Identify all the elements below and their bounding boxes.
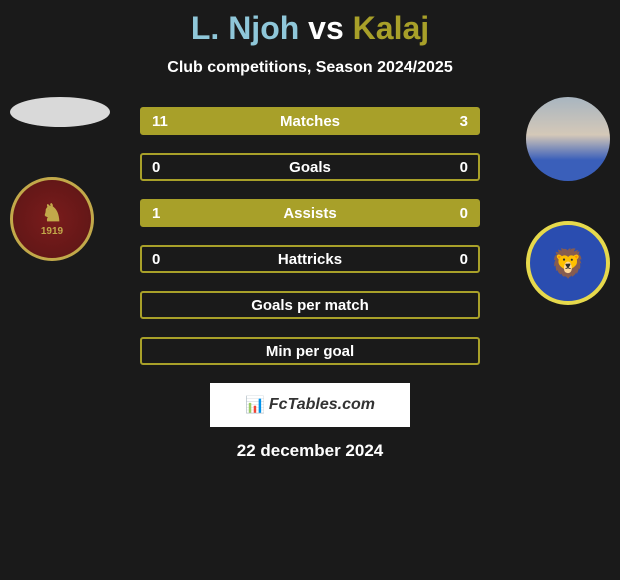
stat-right-value: 0 <box>460 159 468 176</box>
stat-left-value: 0 <box>152 251 160 268</box>
stat-row: Min per goal <box>140 337 480 365</box>
bar-fill-left <box>142 109 404 133</box>
chart-icon: 📊 <box>245 395 265 415</box>
player2-avatar <box>526 97 610 181</box>
player2-club-badge: 🦁 <box>526 221 610 305</box>
date: 22 december 2024 <box>0 441 620 461</box>
stat-label: Goals <box>289 159 331 176</box>
stat-label: Assists <box>283 205 336 222</box>
stat-left-value: 11 <box>152 113 168 130</box>
stat-row: 11 Matches 3 <box>140 107 480 135</box>
title-player2: Kalaj <box>353 10 429 46</box>
right-avatars: 🦁 <box>526 97 610 305</box>
page-title: L. Njoh vs Kalaj <box>0 10 620 47</box>
stats-area: ♞ 1919 🦁 11 Matches 3 0 Goals 0 1 Assists 0 0 Hatt… <box>0 107 620 365</box>
player1-club-badge: ♞ 1919 <box>10 177 94 261</box>
stat-row: 0 Hattricks 0 <box>140 245 480 273</box>
title-vs: vs <box>308 10 344 46</box>
stat-row: 0 Goals 0 <box>140 153 480 181</box>
lion-icon: 🦁 <box>551 247 586 280</box>
player1-avatar-placeholder <box>10 97 110 127</box>
subtitle: Club competitions, Season 2024/2025 <box>0 59 620 77</box>
stat-label: Goals per match <box>251 297 369 314</box>
left-avatars: ♞ 1919 <box>10 97 110 261</box>
title-player1: L. Njoh <box>191 10 299 46</box>
stat-right-value: 3 <box>460 113 468 130</box>
stat-left-value: 0 <box>152 159 160 176</box>
horse-icon: ♞ <box>41 202 63 226</box>
badge1-year: 1919 <box>41 226 63 237</box>
stat-row: Goals per match <box>140 291 480 319</box>
stat-label: Matches <box>280 113 340 130</box>
stat-left-value: 1 <box>152 205 160 222</box>
stat-right-value: 0 <box>460 251 468 268</box>
stat-label: Hattricks <box>278 251 342 268</box>
watermark-text: FcTables.com <box>269 396 375 414</box>
stat-rows: 11 Matches 3 0 Goals 0 1 Assists 0 0 Hattricks 0 Goa… <box>140 107 480 365</box>
watermark[interactable]: 📊 FcTables.com <box>210 383 410 427</box>
stat-row: 1 Assists 0 <box>140 199 480 227</box>
stat-label: Min per goal <box>266 343 354 360</box>
stat-right-value: 0 <box>460 205 468 222</box>
